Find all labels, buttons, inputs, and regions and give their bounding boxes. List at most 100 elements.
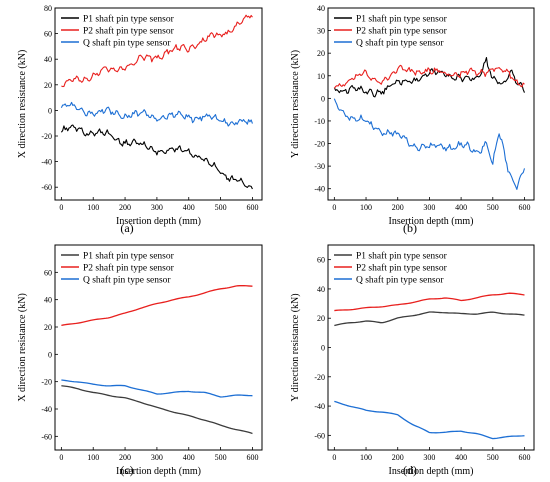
x-tick-label: 200 [392,453,404,462]
x-tick-label: 200 [119,453,131,462]
y-tick-label: -30 [314,162,325,171]
series-line-1 [61,385,253,435]
y-axis-label: Y direction resistance (kN) [290,50,301,158]
x-tick-label: 100 [360,203,372,212]
x-tick-label: 400 [183,453,195,462]
y-tick-label: -40 [314,185,325,194]
x-tick-label: 500 [487,203,499,212]
y-tick-label: -20 [41,132,52,141]
x-tick-label: 400 [183,203,195,212]
y-tick-label: 40 [317,4,325,13]
y-tick-label: 0 [48,106,52,115]
y-axis-label: Y direction resistance (kN) [290,293,301,401]
legend-label: P2 shaft pin type sensor [356,263,448,274]
y-tick-label: -40 [41,158,52,167]
plot-frame [54,7,263,201]
chart-panel-2: 0 100 200 300 400 500 600 -40 -30 -20 -10 0 10 20 30 40… [290,4,535,235]
plot-frame [327,7,535,201]
y-axis-label: X direction resistance (kN) [17,50,28,159]
y-tick-label: 40 [44,296,52,305]
x-tick-label: 0 [59,203,63,212]
legend-label: P2 shaft pin type sensor [83,263,175,274]
x-tick-label: 600 [246,453,258,462]
legend-label: P1 shaft pin type sensor [356,251,448,262]
x-tick-label: 600 [246,203,258,212]
y-tick-label: 30 [317,27,325,36]
y-tick-label: 0 [48,350,52,359]
chart-panel-3: 0 100 200 300 400 500 600 -60 -40 -20 0 20 40 60 Inser… [17,244,263,477]
x-tick-label: 600 [518,453,530,462]
y-tick-label: -20 [314,140,325,149]
y-tick-label: 20 [317,314,325,323]
legend-label: Q shaft pin type sensor [83,38,171,49]
x-tick-label: 500 [487,453,499,462]
series-line-3 [60,101,253,127]
x-tick-label: 500 [215,453,227,462]
y-tick-label: -40 [41,405,52,414]
y-tick-label: 60 [317,256,325,265]
y-tick-label: 20 [44,323,52,332]
y-tick-label: -60 [41,432,52,441]
y-tick-label: 0 [321,344,325,353]
chart-panel-4: 0 100 200 300 400 500 600 -60 -40 -20 0 20 40 60 Inser… [290,244,535,477]
series-line-3 [334,400,525,440]
x-tick-label: 100 [87,453,99,462]
y-tick-label: -20 [41,378,52,387]
x-tick-label: 400 [455,203,467,212]
x-tick-label: 200 [392,203,404,212]
legend-label: Q shaft pin type sensor [356,275,444,286]
x-tick-label: 100 [87,203,99,212]
x-tick-label: 300 [423,203,435,212]
series-line-1 [333,57,525,98]
series-line-2 [333,64,525,89]
series-line-1 [60,124,253,190]
x-tick-label: 0 [332,453,336,462]
plot-frame [54,244,263,451]
y-tick-label: 40 [44,55,52,64]
y-tick-label: -20 [314,373,325,382]
x-axis-label: Insertion depth (mm) [116,466,201,477]
x-tick-label: 300 [151,203,163,212]
y-tick-label: 10 [317,72,325,81]
x-axis-label: Insertion depth (mm) [116,216,201,227]
x-tick-label: 200 [119,203,131,212]
x-axis-label: Insertion depth (mm) [389,216,474,227]
series-line-2 [61,14,253,88]
y-tick-label: -60 [41,183,52,192]
x-axis-label: Insertion depth (mm) [389,466,474,477]
legend-label: P2 shaft pin type sensor [356,26,448,37]
y-tick-label: 60 [44,268,52,277]
y-tick-label: 40 [317,285,325,294]
panel-label: (d) [403,463,417,477]
series-line-3 [333,98,526,190]
y-tick-label: -40 [314,402,325,411]
y-tick-label: -10 [314,117,325,126]
y-tick-label: 0 [321,94,325,103]
legend-label: P1 shaft pin type sensor [83,14,175,25]
legend-label: P1 shaft pin type sensor [83,251,175,262]
panel-label: (a) [120,221,133,235]
y-tick-label: -60 [314,431,325,440]
x-tick-label: 600 [518,203,530,212]
chart-panel-1: 0 100 200 300 400 500 600 -60 -40 -20 0 20 40 60 80 Ins… [17,4,263,235]
series-line-2 [61,285,253,326]
x-tick-label: 500 [215,203,227,212]
series-line-1 [334,311,525,327]
legend-label: P1 shaft pin type sensor [356,14,448,25]
panel-label: (c) [120,463,133,477]
x-tick-label: 0 [59,453,63,462]
x-tick-label: 300 [423,453,435,462]
y-axis-label: X direction resistance (kN) [17,293,28,402]
legend-label: P2 shaft pin type sensor [83,26,175,37]
y-tick-label: 60 [44,30,52,39]
x-tick-label: 300 [151,453,163,462]
y-tick-label: 80 [44,4,52,13]
legend-label: Q shaft pin type sensor [83,275,171,286]
y-tick-label: 20 [317,49,325,58]
x-tick-label: 400 [455,453,467,462]
legend-label: Q shaft pin type sensor [356,38,444,49]
x-tick-label: 0 [332,203,336,212]
series-line-2 [334,292,525,312]
x-tick-label: 100 [360,453,372,462]
